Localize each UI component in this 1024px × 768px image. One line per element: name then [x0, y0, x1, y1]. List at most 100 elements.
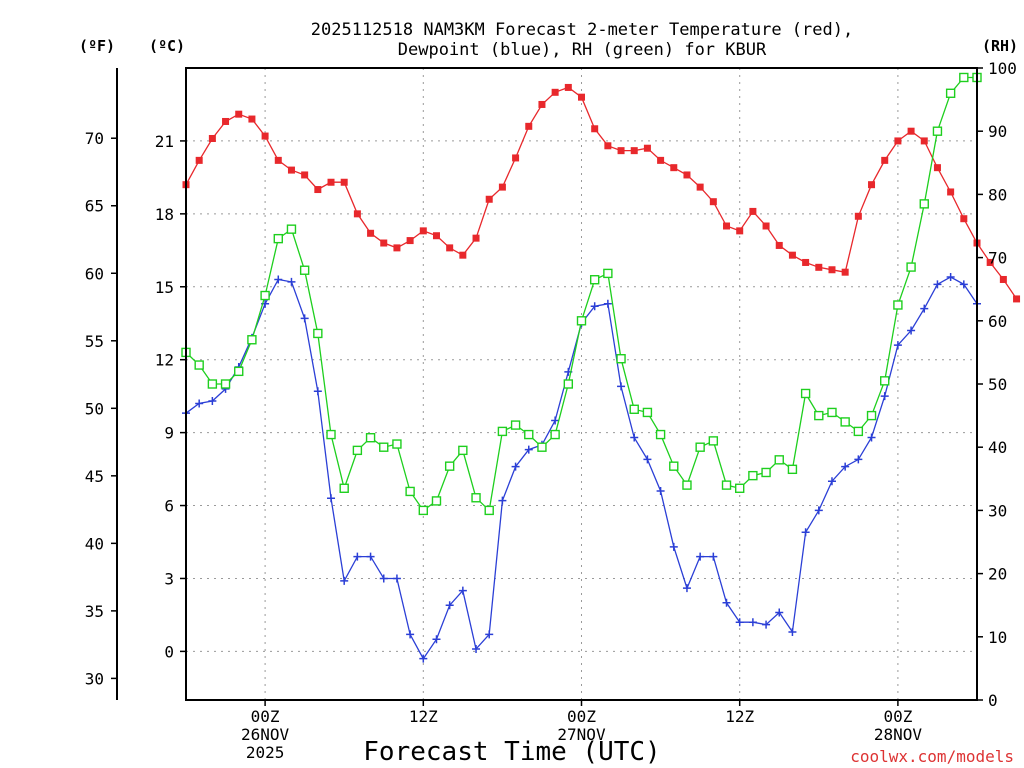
dewpoint-point — [841, 462, 850, 471]
dewpoint-point — [195, 399, 204, 408]
temperature-point — [498, 183, 506, 191]
f-tick-label: 30 — [85, 669, 104, 688]
rh-point — [814, 410, 824, 421]
rh-tick-label: 0 — [988, 691, 998, 710]
dewpoint-point — [458, 586, 467, 595]
rh-point — [418, 505, 428, 516]
dewpoint-point — [959, 280, 968, 289]
temperature-point — [248, 115, 256, 123]
dewpoint-point — [353, 552, 362, 561]
temperature-point — [564, 83, 572, 91]
rh-point — [484, 505, 494, 516]
temperature-point — [920, 137, 928, 145]
c-tick-label: 18 — [155, 205, 174, 224]
f-tick-label: 35 — [85, 602, 104, 621]
f-tick-label: 65 — [85, 197, 104, 216]
x-tick-label: 00Z — [883, 707, 912, 726]
temperature-point — [208, 134, 216, 142]
temperature-point — [868, 181, 876, 189]
rh-tick-label: 70 — [988, 249, 1007, 268]
rh-point — [787, 464, 798, 475]
dewpoint-point — [379, 574, 388, 583]
rh-point — [735, 483, 745, 493]
rh-unit-label: (RH) — [982, 37, 1018, 55]
temperature-point — [986, 258, 994, 266]
rh-point — [695, 442, 705, 452]
rh-axis: 0 10 20 30 40 50 60 70 80 90 100 — [977, 59, 1017, 710]
temperature-point — [999, 275, 1007, 283]
x-axis-title: Forecast Time (UTC) — [363, 737, 660, 767]
dewpoint-point — [300, 314, 309, 323]
temperature-point — [485, 195, 493, 203]
rh-tick-label: 30 — [988, 501, 1007, 520]
gridlines — [186, 68, 977, 700]
rh-point — [919, 199, 929, 209]
temperature-point — [235, 110, 243, 118]
temperature-point — [512, 154, 520, 162]
temperature-point — [907, 127, 915, 135]
dewpoint-point — [287, 277, 296, 286]
rh-tick-label: 50 — [988, 375, 1007, 394]
rh-point — [471, 493, 481, 503]
rh-point — [392, 439, 402, 449]
temperature-point — [393, 244, 401, 252]
dewpoint-point — [406, 630, 415, 639]
dewpoint-point — [551, 416, 560, 425]
temperature-point — [261, 132, 269, 140]
rh-point — [273, 233, 283, 244]
temperature-point — [274, 156, 282, 164]
temperature-point — [287, 166, 295, 174]
temperature-point — [881, 156, 889, 164]
credit-link[interactable]: coolwx.com/models — [850, 747, 1014, 766]
temperature-point — [947, 188, 955, 196]
temperature-point — [419, 227, 427, 235]
dewpoint-point — [472, 644, 481, 653]
c-tick-label: 15 — [155, 278, 174, 297]
rh-point — [880, 376, 890, 386]
dewpoint-point — [748, 618, 757, 627]
dewpoint-point — [867, 433, 876, 442]
temperature-point — [195, 156, 203, 164]
dewpoint-point — [485, 630, 494, 639]
dewpoint-point — [366, 552, 375, 561]
rh-point — [761, 467, 771, 478]
dewpoint-point — [907, 326, 916, 335]
temperature-point — [683, 171, 691, 179]
temperature-point — [630, 147, 638, 155]
temperature-point — [617, 147, 625, 155]
temperature-point — [551, 88, 559, 96]
temperature-point — [762, 222, 770, 230]
rh-point — [932, 126, 943, 136]
rh-point — [365, 433, 376, 443]
rh-point — [563, 379, 574, 389]
dewpoint-point — [590, 302, 599, 311]
rh-point — [800, 388, 811, 399]
dewpoint-point — [419, 654, 428, 663]
temperature-point — [933, 164, 941, 172]
temperature-point — [578, 93, 585, 101]
dewpoint-point — [340, 576, 349, 585]
temperature-point — [472, 234, 480, 242]
rh-point — [774, 455, 784, 465]
dewpoint-point — [735, 618, 744, 627]
temperature-point — [709, 198, 717, 206]
dewpoint-point — [696, 552, 705, 561]
rh-point — [352, 445, 363, 456]
temperature-point — [604, 142, 612, 150]
rh-point — [260, 290, 270, 301]
rh-point — [893, 300, 903, 310]
rh-point — [682, 480, 692, 490]
rh-point — [866, 410, 877, 421]
f-tick-label: 50 — [85, 399, 104, 418]
dewpoint-point — [933, 280, 942, 289]
dewpoint-point — [313, 387, 322, 396]
rh-point — [524, 429, 534, 440]
celsius-axis: 0 3 6 9 12 15 18 21 — [155, 132, 186, 661]
rh-tick-label: 90 — [988, 122, 1007, 141]
rh-point — [405, 486, 415, 497]
rh-point — [458, 445, 468, 456]
dewpoint-point — [814, 506, 823, 515]
chart-title-line-1: 2025112518 NAM3KM Forecast 2-meter Tempe… — [311, 20, 853, 40]
rh-point — [313, 328, 323, 339]
temperature-point — [340, 178, 348, 186]
